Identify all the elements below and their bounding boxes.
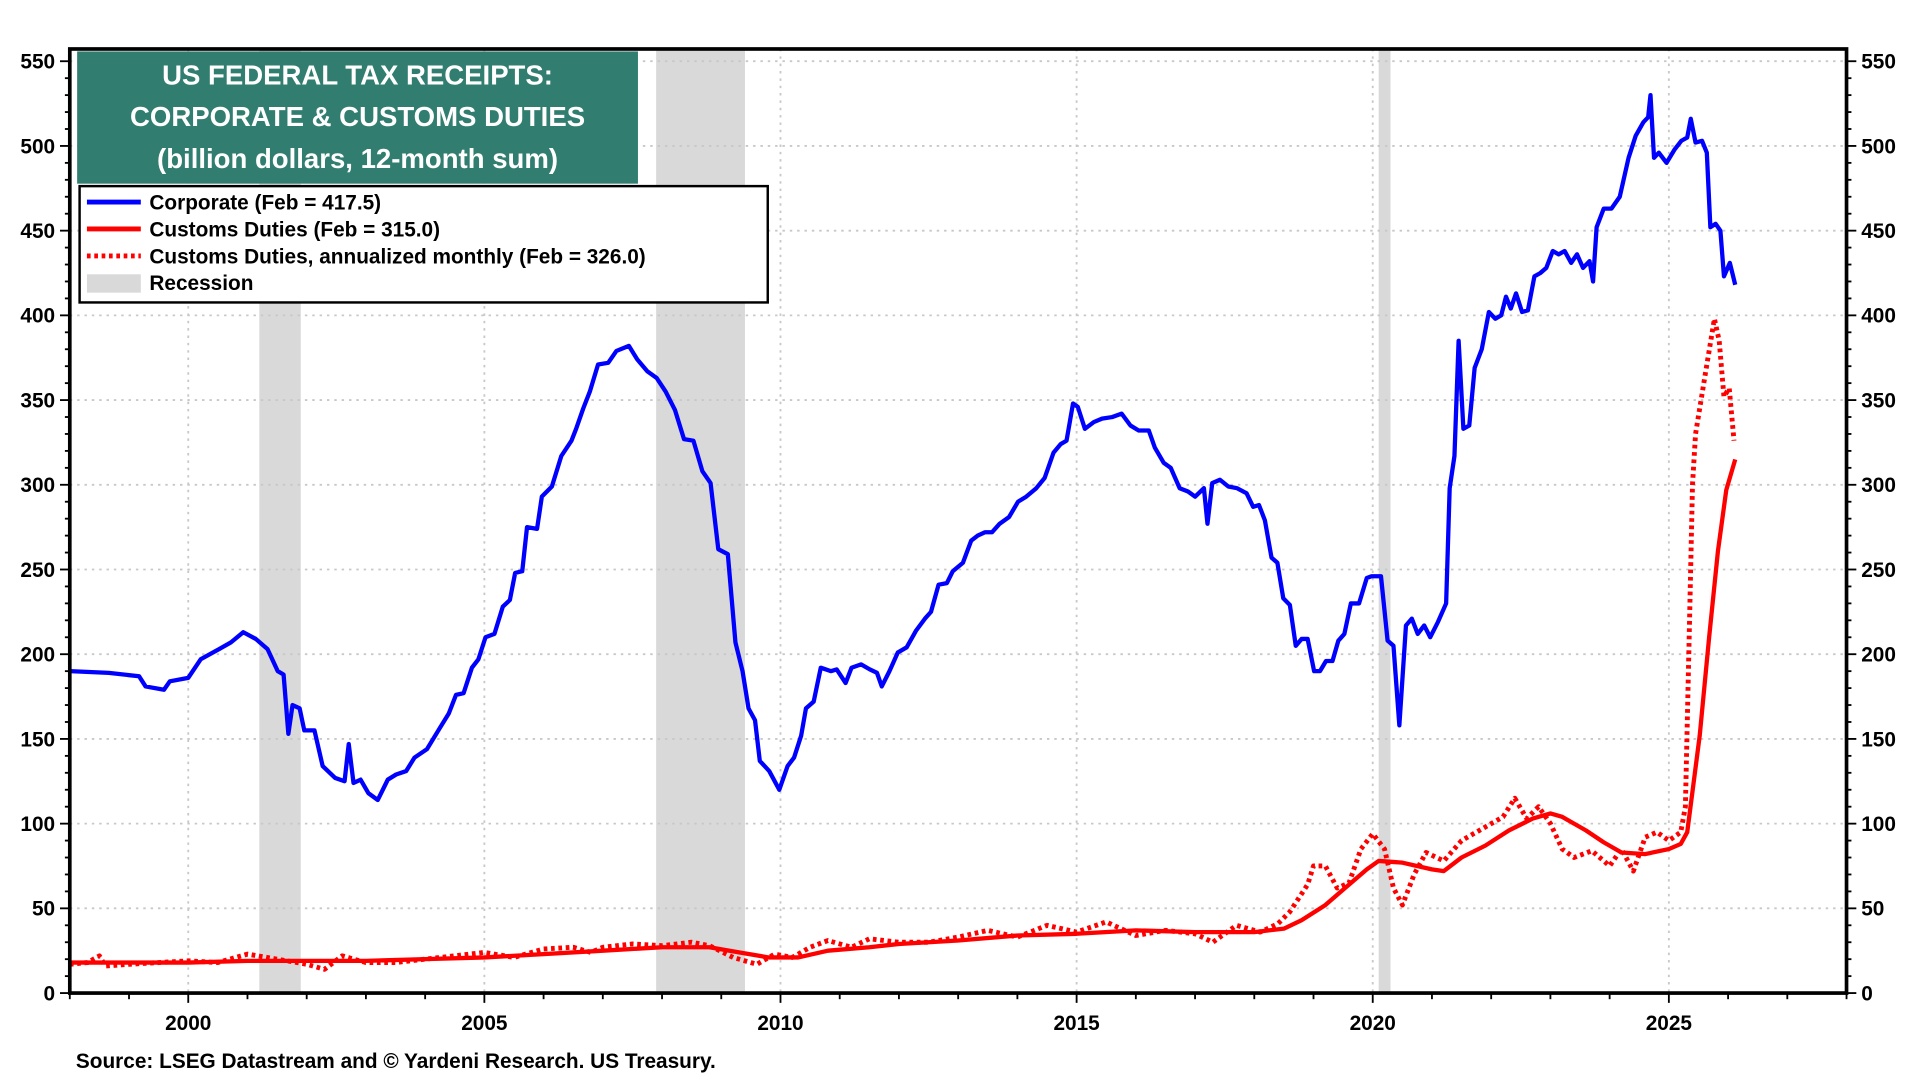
legend-label-customs-monthly: Customs Duties, annualized monthly (Feb … xyxy=(149,245,645,268)
legend-frame xyxy=(78,184,769,304)
y-tick-label-left: 0 xyxy=(44,982,56,1005)
series-line-customs-duties xyxy=(69,458,1738,965)
legend-label-corporate: Corporate (Feb = 417.5) xyxy=(149,191,381,214)
series-line-corporate xyxy=(69,93,1738,803)
y-tick-label-left: 250 xyxy=(20,559,55,582)
y-tick-label-right: 400 xyxy=(1861,305,1896,328)
y-tick-label-right: 500 xyxy=(1861,135,1896,158)
y-tick-label-right: 100 xyxy=(1861,813,1896,836)
y-tick-label-left: 100 xyxy=(20,813,55,836)
recession-band xyxy=(1378,48,1391,994)
y-tick-label-left: 200 xyxy=(20,644,55,667)
source-note: Source: LSEG Datastream and © Yardeni Re… xyxy=(76,1050,716,1073)
y-tick-label-left: 400 xyxy=(20,305,55,328)
legend-label-customs: Customs Duties (Feb = 315.0) xyxy=(149,218,440,241)
y-tick-label-right: 300 xyxy=(1861,474,1896,497)
y-tick-label-right: 200 xyxy=(1861,644,1896,667)
legend: Corporate (Feb = 417.5) Customs Duties (… xyxy=(78,184,769,304)
y-tick-label-right: 550 xyxy=(1861,51,1896,74)
y-tick-label-right: 450 xyxy=(1861,220,1896,243)
title-line-2: CORPORATE & CUSTOMS DUTIES xyxy=(130,101,585,132)
title-line-1: US FEDERAL TAX RECEIPTS: xyxy=(162,59,553,90)
y-tick-label-right: 150 xyxy=(1861,728,1896,751)
x-tick-label: 2005 xyxy=(461,1012,507,1035)
y-tick-label-left: 50 xyxy=(32,898,55,921)
y-tick-label-right: 250 xyxy=(1861,559,1896,582)
y-tick-label-left: 350 xyxy=(20,389,55,412)
series-line-customs-duties-monthly xyxy=(69,316,1737,972)
y-tick-label-left: 300 xyxy=(20,474,55,497)
x-tick-label: 2015 xyxy=(1053,1012,1099,1035)
legend-label-recession: Recession xyxy=(149,272,253,295)
y-tick-label-left: 500 xyxy=(20,135,55,158)
y-tick-label-right: 0 xyxy=(1861,982,1873,1005)
title-line-3: (billion dollars, 12-month sum) xyxy=(157,143,558,174)
axes: 0 0 50 50 100 100 150 150 200 200 250 250 300 300 350 3… xyxy=(20,51,1896,1035)
x-tick-label: 2025 xyxy=(1646,1012,1692,1035)
series-lines xyxy=(69,93,1738,972)
y-tick-label-left: 150 xyxy=(20,728,55,751)
y-tick-label-right: 350 xyxy=(1861,389,1896,412)
title-box: US FEDERAL TAX RECEIPTS: CORPORATE & CUS… xyxy=(77,51,638,184)
x-tick-label: 2020 xyxy=(1350,1012,1396,1035)
legend-swatch-recession xyxy=(86,274,141,293)
y-tick-label-left: 450 xyxy=(20,220,55,243)
y-tick-label-left: 550 xyxy=(20,51,55,74)
title-background xyxy=(77,51,638,184)
x-tick-label: 2010 xyxy=(757,1012,803,1035)
y-tick-label-right: 50 xyxy=(1861,898,1884,921)
x-tick-label: 2000 xyxy=(165,1012,211,1035)
